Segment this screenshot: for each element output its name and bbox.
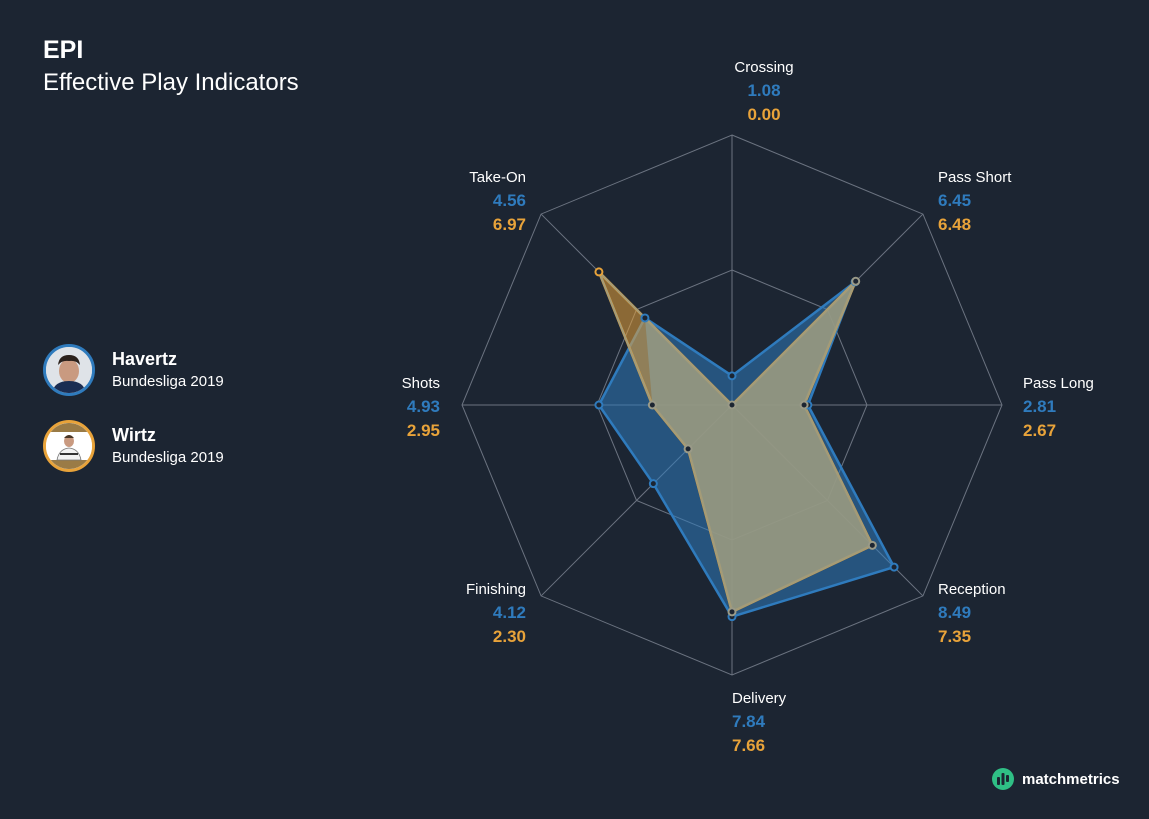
data-point-wirtz[interactable]	[867, 540, 877, 550]
axis-label: Reception	[938, 581, 1006, 598]
avatar-havertz	[43, 344, 95, 396]
data-label-wirtz: 7.66	[732, 736, 765, 755]
page-title: EPI	[43, 36, 84, 64]
data-point-havertz[interactable]	[648, 479, 658, 489]
axis-label: Pass Long	[1023, 375, 1094, 392]
axis-label: Take-On	[469, 169, 526, 186]
page-subtitle: Effective Play Indicators	[43, 69, 299, 96]
legend-league: Bundesliga 2019	[112, 449, 224, 466]
legend-item-havertz[interactable]: Havertz Bundesliga 2019	[43, 342, 224, 398]
axis-label-group: Crossing 1.08 0.00	[734, 59, 793, 124]
axis-label-group: Pass Short 6.45 6.48	[938, 169, 1012, 234]
brand[interactable]: matchmetrics	[992, 768, 1120, 790]
data-label-havertz: 7.84	[732, 712, 766, 731]
axis-label-group: Delivery 7.84 7.66	[732, 690, 787, 755]
data-label-wirtz: 2.67	[1023, 421, 1056, 440]
data-label-wirtz: 6.48	[938, 215, 971, 234]
axis-label-group: Finishing 4.12 2.30	[466, 581, 526, 646]
axis-label: Delivery	[732, 690, 787, 707]
data-point-wirtz[interactable]	[683, 444, 693, 454]
axis-label: Finishing	[466, 581, 526, 598]
data-label-wirtz: 2.30	[493, 627, 526, 646]
data-label-havertz: 2.81	[1023, 397, 1056, 416]
data-point-wirtz[interactable]	[647, 400, 657, 410]
data-point-havertz[interactable]	[889, 562, 899, 572]
data-label-havertz: 4.56	[493, 191, 526, 210]
legend-name: Wirtz	[112, 425, 156, 445]
data-label-wirtz: 2.95	[407, 421, 440, 440]
data-label-havertz: 4.12	[493, 603, 526, 622]
legend-name: Havertz	[112, 349, 178, 369]
data-point-havertz[interactable]	[594, 400, 604, 410]
data-label-havertz: 4.93	[407, 397, 440, 416]
legend: Havertz Bundesliga 2019 Wirtz Bundesliga…	[43, 342, 224, 494]
data-label-havertz: 6.45	[938, 191, 971, 210]
matchmetrics-logo-icon	[992, 768, 1014, 790]
data-point-wirtz[interactable]	[594, 267, 604, 277]
header: EPI Effective Play Indicators	[43, 34, 299, 100]
data-point-havertz[interactable]	[727, 371, 737, 381]
axis-label-group: Pass Long 2.81 2.67	[1023, 375, 1094, 440]
axis-label-group: Take-On 4.56 6.97	[469, 169, 526, 234]
data-point-wirtz[interactable]	[851, 276, 861, 286]
data-label-havertz: 8.49	[938, 603, 971, 622]
brand-name: matchmetrics	[1022, 770, 1120, 788]
axis-label: Shots	[402, 375, 440, 392]
axis-label: Crossing	[734, 59, 793, 76]
data-point-wirtz[interactable]	[727, 607, 737, 617]
data-label-wirtz: 6.97	[493, 215, 526, 234]
axis-label-group: Reception 8.49 7.35	[938, 581, 1006, 646]
series-overlap-area	[644, 281, 873, 612]
data-label-wirtz: 0.00	[747, 105, 780, 124]
data-point-wirtz[interactable]	[799, 400, 809, 410]
legend-league: Bundesliga 2019	[112, 373, 224, 390]
axis-label-group: Shots 4.93 2.95	[402, 375, 440, 440]
data-point-wirtz[interactable]	[727, 400, 737, 410]
data-label-havertz: 1.08	[747, 81, 780, 100]
axis-label: Pass Short	[938, 169, 1012, 186]
data-label-wirtz: 7.35	[938, 627, 971, 646]
data-point-havertz[interactable]	[640, 313, 650, 323]
avatar-wirtz	[43, 420, 95, 472]
legend-item-wirtz[interactable]: Wirtz Bundesliga 2019	[43, 418, 224, 474]
